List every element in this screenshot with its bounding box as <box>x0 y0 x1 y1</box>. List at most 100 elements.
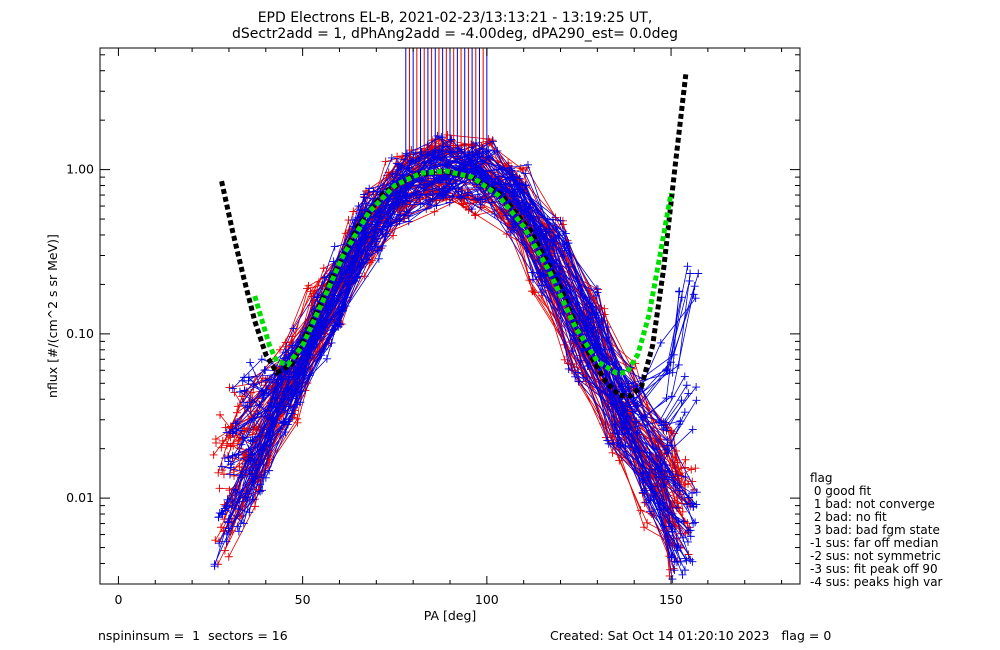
blue-plus-marker <box>272 378 281 387</box>
blue-plus-marker <box>335 275 344 284</box>
blue-plus-marker <box>523 160 532 169</box>
red-plus-marker <box>431 142 440 151</box>
blue-series <box>210 48 703 584</box>
blue-plus-marker <box>668 368 677 377</box>
blue-plus-marker <box>575 316 584 325</box>
red-plus-marker <box>209 450 218 459</box>
blue-plus-marker <box>680 408 689 417</box>
red-plus-marker <box>367 256 376 265</box>
blue-plus-marker <box>658 498 667 507</box>
blue-plus-marker <box>393 159 402 168</box>
blue-plus-marker <box>610 420 619 429</box>
blue-plus-marker <box>656 466 665 475</box>
red-series <box>209 48 700 580</box>
chart-title: EPD Electrons EL-B, 2021-02-23/13:13:21 … <box>258 10 653 26</box>
red-plus-marker <box>221 423 230 432</box>
red-plus-marker <box>233 402 242 411</box>
blue-sweep-line <box>232 151 676 487</box>
blue-plus-marker <box>365 184 374 193</box>
blue-plus-marker <box>571 372 580 381</box>
legend-entry: -2 sus: not symmetric <box>810 549 941 563</box>
blue-plus-marker <box>593 288 602 297</box>
legend-entry: 1 bad: not converge <box>810 497 935 511</box>
red-plus-marker <box>684 479 693 488</box>
blue-plus-marker <box>536 229 545 238</box>
red-plus-marker <box>235 512 244 521</box>
blue-plus-marker <box>248 474 257 483</box>
blue-plus-marker <box>434 150 443 159</box>
blue-plus-marker <box>592 284 601 293</box>
blue-plus-marker <box>564 364 573 373</box>
blue-plus-marker <box>603 436 612 445</box>
blue-plus-marker <box>261 376 270 385</box>
blue-plus-marker <box>688 425 697 434</box>
blue-sweep-line <box>218 153 671 527</box>
blue-plus-marker <box>360 193 369 202</box>
blue-plus-marker <box>375 246 384 255</box>
footer-right: Created: Sat Oct 14 01:20:10 2023 flag =… <box>550 628 831 643</box>
blue-plus-marker <box>278 375 287 384</box>
blue-plus-marker <box>689 519 698 528</box>
blue-plus-marker <box>306 350 315 359</box>
blue-plus-marker <box>437 190 446 199</box>
red-plus-marker <box>643 518 652 527</box>
blue-plus-marker <box>682 381 691 390</box>
blue-plus-marker <box>217 462 226 471</box>
blue-plus-marker <box>511 196 520 205</box>
blue-plus-marker <box>420 158 429 167</box>
blue-plus-marker <box>691 294 700 303</box>
blue-plus-marker <box>684 389 693 398</box>
blue-plus-marker <box>447 135 456 144</box>
blue-plus-marker <box>479 148 488 157</box>
legend-entry: -1 sus: far off median <box>810 536 938 550</box>
blue-plus-marker <box>402 207 411 216</box>
red-plus-marker <box>304 281 313 290</box>
blue-plus-marker <box>281 428 290 437</box>
red-plus-marker <box>596 304 605 313</box>
x-tick-label: 150 <box>659 592 683 607</box>
blue-plus-marker <box>646 493 655 502</box>
blue-plus-marker <box>681 472 690 481</box>
legend-entry: -4 sus: peaks high var <box>810 575 943 589</box>
blue-plus-marker <box>528 275 537 284</box>
blue-plus-marker <box>248 451 257 460</box>
blue-plus-marker <box>467 205 476 214</box>
blue-plus-marker <box>317 351 326 360</box>
blue-plus-marker <box>225 470 234 479</box>
blue-plus-marker <box>257 389 266 398</box>
blue-plus-marker <box>228 384 237 393</box>
red-plus-marker <box>471 211 480 220</box>
blue-plus-marker <box>684 526 693 535</box>
legend-entry: 0 good fit <box>810 484 872 498</box>
blue-plus-marker <box>261 366 270 375</box>
red-plus-marker <box>217 443 226 452</box>
blue-plus-marker <box>457 192 466 201</box>
blue-plus-marker <box>509 192 518 201</box>
blue-plus-marker <box>392 215 401 224</box>
blue-plus-marker <box>476 200 485 209</box>
blue-plus-marker <box>240 386 249 395</box>
blue-plus-marker <box>258 393 267 402</box>
blue-plus-marker <box>612 404 621 413</box>
red-plus-marker <box>528 287 537 296</box>
x-tick-label: 50 <box>295 592 311 607</box>
blue-plus-marker <box>362 232 371 241</box>
blue-plus-marker <box>387 153 396 162</box>
blue-plus-marker <box>259 391 268 400</box>
blue-plus-marker <box>257 355 266 364</box>
blue-plus-marker <box>457 145 466 154</box>
blue-plus-marker <box>350 277 359 286</box>
blue-plus-marker <box>689 503 698 512</box>
legend-entry: 2 bad: no fit <box>810 510 887 524</box>
blue-sweep-line <box>228 165 687 561</box>
blue-plus-marker <box>583 362 592 371</box>
blue-sweep-line <box>249 150 688 406</box>
legend-title: flag <box>810 471 833 485</box>
blue-plus-marker <box>662 394 671 403</box>
red-plus-marker <box>214 468 223 477</box>
blue-plus-marker <box>472 138 481 147</box>
blue-plus-marker <box>431 146 440 155</box>
blue-plus-marker <box>603 323 612 332</box>
blue-plus-marker <box>567 347 576 356</box>
